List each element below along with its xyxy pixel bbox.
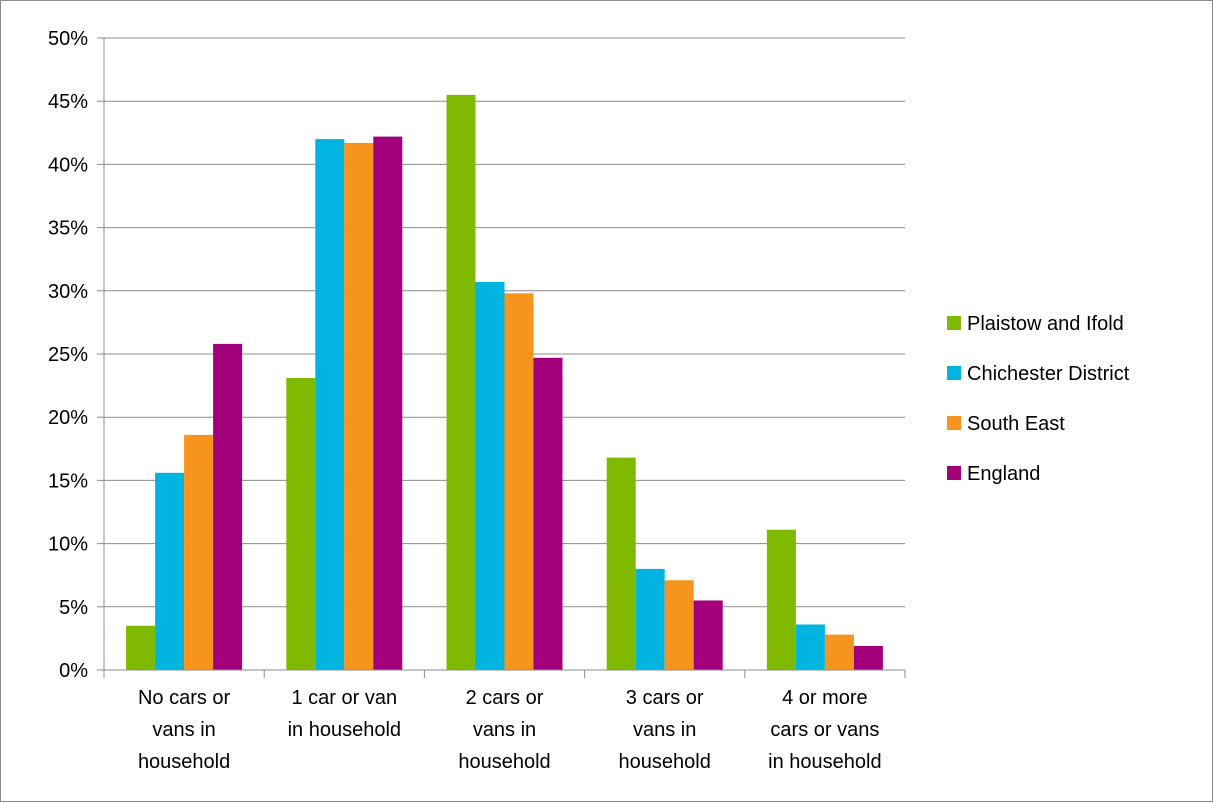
legend-swatch bbox=[947, 466, 961, 480]
x-category-label: 2 cars or bbox=[466, 687, 544, 709]
x-category-label: cars or vans bbox=[770, 719, 879, 741]
bar-plaistow-and-ifold bbox=[606, 457, 636, 670]
x-category-label: household bbox=[619, 751, 711, 773]
x-category-label: household bbox=[138, 751, 230, 773]
bar-south-east bbox=[664, 580, 694, 670]
bar-south-east bbox=[504, 293, 534, 670]
bar-plaistow-and-ifold bbox=[126, 625, 156, 670]
bar-south-east bbox=[344, 142, 374, 671]
bar-england bbox=[373, 136, 403, 671]
y-tick-label: 10% bbox=[48, 534, 88, 556]
x-category-label: 1 car or van bbox=[291, 687, 397, 709]
bar-england bbox=[213, 343, 243, 670]
legend-label: Plaistow and Ifold bbox=[967, 313, 1124, 335]
y-tick-label: 25% bbox=[48, 344, 88, 366]
y-tick-label: 35% bbox=[48, 218, 88, 240]
bar-england bbox=[693, 600, 723, 670]
x-category-label: household bbox=[458, 751, 550, 773]
y-tick-label: 0% bbox=[59, 660, 88, 682]
bar-plaistow-and-ifold bbox=[446, 94, 476, 670]
bar-south-east bbox=[824, 634, 854, 670]
x-category-label: 3 cars or bbox=[626, 687, 704, 709]
x-category-label: vans in bbox=[633, 719, 696, 741]
bar-chichester-district bbox=[155, 472, 185, 670]
bars bbox=[126, 94, 883, 671]
legend: Plaistow and Ifold Chichester District Sou… bbox=[947, 313, 1130, 485]
legend-label: Chichester District bbox=[967, 363, 1130, 385]
y-tick-label: 45% bbox=[48, 91, 88, 113]
y-tick-label: 30% bbox=[48, 281, 88, 303]
x-category-label: vans in bbox=[473, 719, 536, 741]
y-tick-label: 20% bbox=[48, 407, 88, 429]
x-category-label: No cars or bbox=[138, 687, 231, 709]
bar-chichester-district bbox=[635, 568, 665, 670]
legend-swatch bbox=[947, 316, 961, 330]
bar-england bbox=[853, 645, 883, 670]
x-category-label: 4 or more bbox=[782, 687, 868, 709]
legend-label: England bbox=[967, 463, 1040, 485]
x-category-label: vans in bbox=[152, 719, 215, 741]
y-axis-ticks: 0% 5% 10% 15% 20% 25% 30% 35% 40% 45% 50% bbox=[48, 28, 104, 682]
y-tick-label: 15% bbox=[48, 470, 88, 492]
y-tick-label: 5% bbox=[59, 597, 88, 619]
bar-plaistow-and-ifold bbox=[286, 378, 316, 670]
bar-chichester-district bbox=[315, 139, 345, 670]
x-axis-labels: No cars or vans in household 1 car or van in… bbox=[138, 687, 882, 773]
bar-south-east bbox=[184, 434, 214, 670]
y-tick-label: 40% bbox=[48, 154, 88, 176]
bar-chichester-district bbox=[475, 281, 505, 670]
x-category-label: in household bbox=[768, 751, 881, 773]
legend-label: South East bbox=[967, 413, 1065, 435]
x-category-label: in household bbox=[288, 719, 401, 741]
bar-england bbox=[533, 357, 563, 670]
legend-swatch bbox=[947, 366, 961, 380]
bar-plaistow-and-ifold bbox=[766, 529, 796, 670]
legend-swatch bbox=[947, 416, 961, 430]
bar-chichester-district bbox=[795, 624, 825, 670]
y-tick-label: 50% bbox=[48, 28, 88, 50]
